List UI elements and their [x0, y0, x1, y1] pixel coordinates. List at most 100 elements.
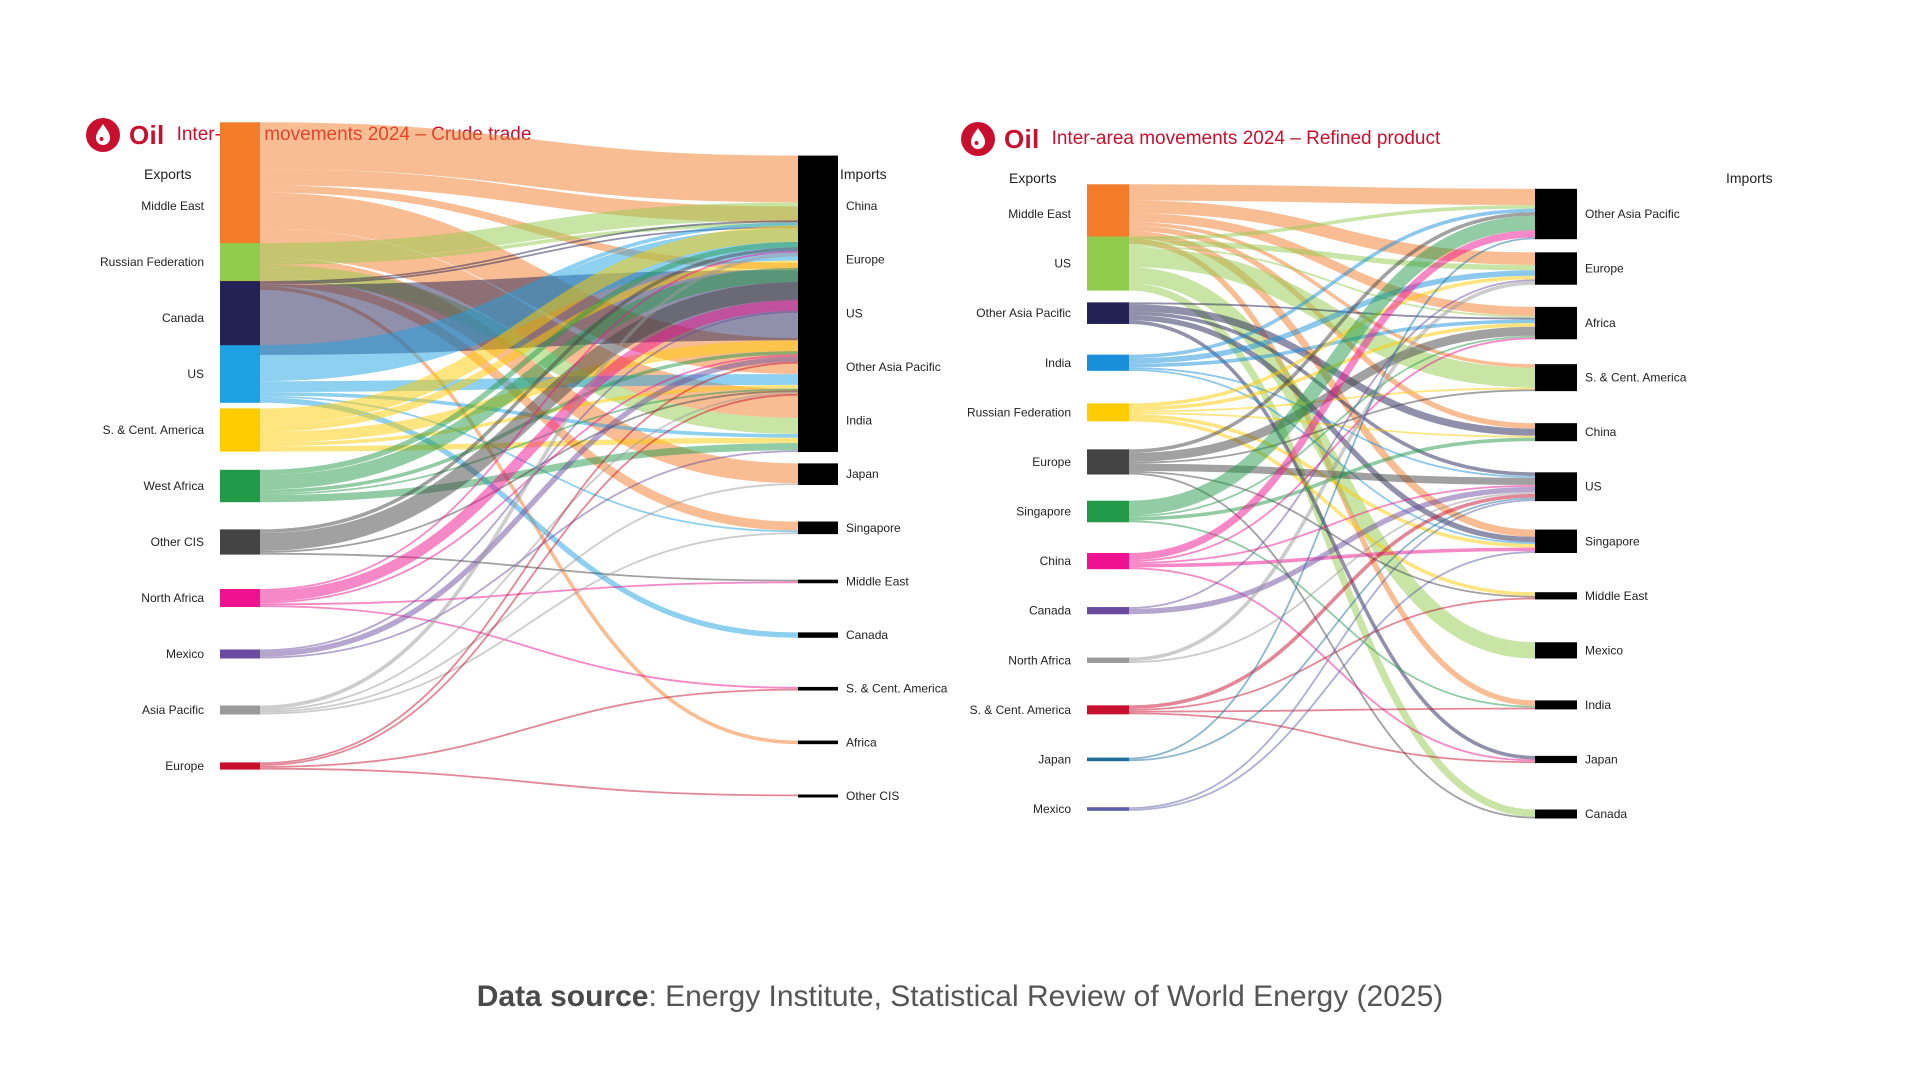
export-label-europe: Europe	[165, 759, 204, 773]
import-node-singapore	[798, 521, 838, 535]
data-source-label: Data source	[476, 980, 649, 1013]
export-label-europe: Europe	[1032, 455, 1071, 469]
flow-north-africa-to-europe	[1128, 281, 1536, 662]
import-node-other-cis	[798, 794, 838, 798]
flow-singapore-to-africa	[1128, 335, 1536, 517]
export-node-other-asia-pacific	[1087, 302, 1129, 324]
flow-china-to-africa	[1128, 337, 1536, 562]
import-label-mexico: Mexico	[1585, 643, 1623, 657]
export-label-china: China	[1040, 554, 1072, 568]
export-label-canada: Canada	[1029, 604, 1071, 618]
flow-europe-to-other-asia-pacific	[1128, 212, 1536, 453]
oil-drop-icon	[961, 122, 995, 156]
flow-other-asia-pacific-to-africa	[1128, 302, 1536, 320]
flow-canada-to-us	[1128, 486, 1536, 615]
flow-mexico-to-us	[1128, 499, 1536, 809]
flow-europe-to-other-cis	[259, 767, 799, 797]
flow-us-to-other-asia-pacific	[1128, 205, 1536, 241]
export-node-other-cis	[220, 529, 260, 555]
import-label-other-asia-pacific: Other Asia Pacific	[846, 360, 941, 374]
export-label-north-africa: North Africa	[1008, 653, 1071, 667]
flow-asia-pacific-to-japan	[259, 483, 799, 713]
import-node-us	[1535, 472, 1577, 502]
flow-west-africa-to-india	[259, 443, 799, 503]
flow-middle-east-to-other-asia-pacific	[1128, 184, 1536, 205]
flow-us-to-china	[259, 222, 799, 349]
import-node-canada	[1535, 809, 1577, 819]
export-label-s-cent-america: S. & Cent. America	[103, 423, 205, 437]
export-node-russian-federation	[220, 243, 260, 281]
import-label-india: India	[1585, 698, 1611, 712]
flow-europe-to-other-asia-pacific	[259, 393, 799, 766]
flow-china-to-us	[1128, 484, 1536, 564]
export-node-s-cent-america	[220, 408, 260, 452]
import-label-japan: Japan	[846, 467, 879, 481]
flow-other-cis-to-europe	[259, 282, 799, 551]
flow-india-to-us	[1128, 367, 1536, 478]
import-node-other-asia-pacific	[1535, 188, 1577, 240]
import-label-us: US	[846, 306, 863, 320]
export-node-us	[220, 345, 260, 403]
export-node-s-cent-america	[1087, 705, 1129, 715]
flow-russian-federation-to-europe	[1128, 275, 1536, 407]
flow-singapore-to-other-asia-pacific	[1128, 215, 1536, 516]
flow-north-africa-to-middle-east	[259, 581, 799, 606]
export-node-north-africa	[220, 589, 260, 607]
flow-middle-east-to-china	[259, 122, 799, 203]
flow-china-to-japan	[1128, 567, 1536, 762]
refined-product-panel: Oil Inter-area movements 2024 – Refined …	[955, 122, 1905, 902]
data-source-caption: Data source: Energy Institute, Statistic…	[0, 980, 1920, 1014]
flow-other-asia-pacific-to-singapore	[1128, 314, 1536, 543]
export-label-middle-east: Middle East	[1008, 207, 1071, 221]
flow-asia-pacific-to-singapore	[259, 532, 799, 715]
export-node-us	[1087, 236, 1129, 291]
export-node-mexico	[220, 649, 260, 659]
flow-us-to-europe	[1128, 240, 1536, 271]
exports-header: Exports	[1009, 170, 1057, 186]
flow-canada-to-europe	[1128, 279, 1536, 609]
import-label-europe: Europe	[846, 253, 885, 267]
export-node-china	[1087, 552, 1129, 570]
refined-sankey: Middle East US Other Asia Pacific India Russ…	[967, 184, 1687, 821]
import-label-japan: Japan	[1585, 752, 1618, 766]
chart-title: Inter-area movements 2024 – Refined prod…	[1051, 128, 1441, 149]
flow-west-africa-to-other-asia-pacific	[259, 388, 799, 495]
export-node-north-africa	[1087, 657, 1129, 663]
refined-title-row: Oil Inter-area movements 2024 – Refined …	[961, 122, 1440, 156]
imports-header: Imports	[1726, 170, 1773, 186]
flow-north-africa-to-europe	[259, 300, 799, 602]
import-label-china: China	[1585, 425, 1617, 439]
flow-russian-federation-to-europe	[259, 222, 799, 265]
export-node-russian-federation	[1087, 403, 1129, 422]
flow-s-cent-america-to-europe	[259, 260, 799, 432]
oil-word: Oil	[129, 119, 165, 150]
imports-header: Imports	[840, 166, 887, 182]
export-label-other-asia-pacific: Other Asia Pacific	[976, 306, 1071, 320]
import-label-other-cis: Other CIS	[846, 789, 899, 803]
export-node-europe	[1087, 449, 1129, 475]
import-node-india	[1535, 700, 1577, 710]
export-node-japan	[1087, 757, 1129, 762]
flow-us-to-mexico	[1128, 267, 1536, 659]
oil-word: Oil	[1004, 123, 1040, 154]
import-node-singapore	[1535, 529, 1577, 553]
flow-other-cis-to-other-asia-pacific	[259, 390, 799, 553]
export-label-middle-east: Middle East	[141, 199, 204, 213]
export-node-europe	[220, 762, 260, 770]
import-node-mexico	[1535, 642, 1577, 659]
flow-mexico-to-singapore	[1128, 551, 1536, 811]
export-node-asia-pacific	[220, 705, 260, 715]
export-label-us: US	[1054, 257, 1071, 271]
flow-europe-to-middle-east	[1128, 470, 1536, 598]
flow-russian-federation-to-china	[259, 202, 799, 262]
export-label-russian-federation: Russian Federation	[967, 405, 1071, 419]
import-node-japan	[798, 463, 838, 485]
export-label-s-cent-america: S. & Cent. America	[970, 703, 1072, 717]
export-node-india	[1087, 354, 1129, 371]
oil-drop-icon	[86, 118, 120, 152]
import-node-s-cent-america	[798, 686, 838, 691]
export-label-mexico: Mexico	[166, 647, 204, 661]
import-label-europe: Europe	[1585, 262, 1624, 276]
import-label-india: India	[846, 414, 872, 428]
import-node-middle-east	[1535, 592, 1577, 600]
